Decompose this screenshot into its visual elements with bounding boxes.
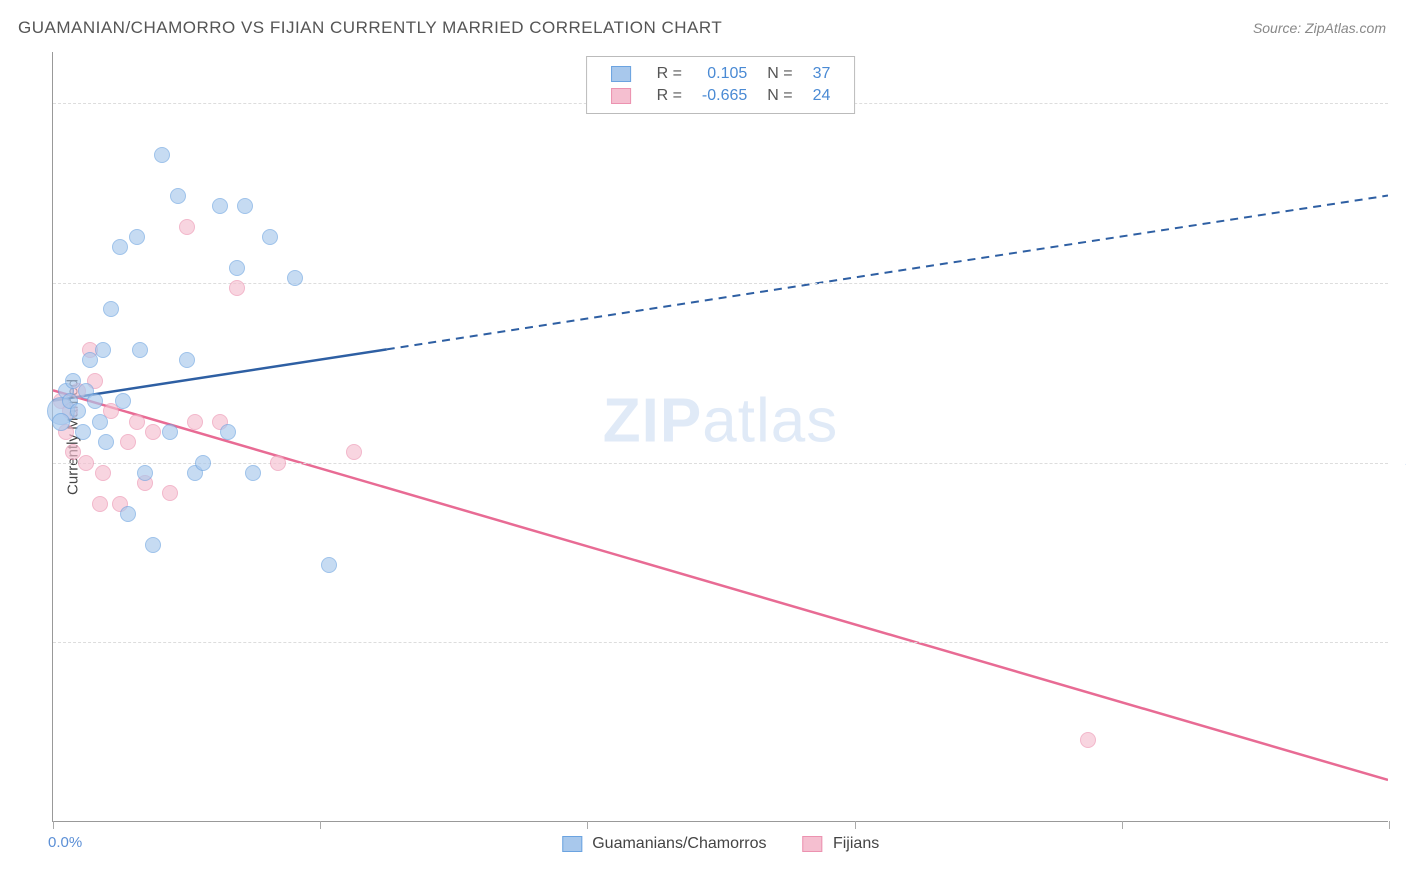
y-tick-label: 27.5%: [1393, 634, 1406, 651]
data-point-series1: [237, 198, 253, 214]
data-point-series1: [179, 352, 195, 368]
legend-series: Guamanians/Chamorros Fijians: [544, 835, 897, 853]
data-point-series1: [120, 506, 136, 522]
r-label: R =: [647, 63, 692, 85]
x-tick: [855, 821, 856, 829]
data-point-series2: [129, 414, 145, 430]
data-point-series1: [220, 424, 236, 440]
data-point-series2: [162, 485, 178, 501]
data-point-series1: [245, 465, 261, 481]
legend-stats: R =0.105N =37R =-0.665N =24: [586, 56, 856, 114]
r-value: 0.105: [692, 63, 757, 85]
data-point-series1: [129, 229, 145, 245]
data-point-series1: [95, 342, 111, 358]
data-point-series1: [170, 188, 186, 204]
data-point-series2: [229, 280, 245, 296]
legend-swatch: [611, 66, 631, 82]
legend-stat-row: R =-0.665N =24: [601, 85, 841, 107]
data-point-series1: [115, 393, 131, 409]
x-tick: [587, 821, 588, 829]
data-point-series2: [270, 455, 286, 471]
legend-item: Fijians: [803, 835, 880, 853]
data-point-series2: [187, 414, 203, 430]
r-value: -0.665: [692, 85, 757, 107]
x-tick: [320, 821, 321, 829]
data-point-series2: [145, 424, 161, 440]
data-point-series2: [95, 465, 111, 481]
legend-stat-row: R =0.105N =37: [601, 63, 841, 85]
data-point-series1: [98, 434, 114, 450]
gridline: [53, 463, 1388, 464]
x-axis-min-label: 0.0%: [48, 834, 82, 851]
y-tick-label: 80.0%: [1393, 95, 1406, 112]
data-point-series1: [262, 229, 278, 245]
data-point-series1: [132, 342, 148, 358]
data-point-series1: [321, 557, 337, 573]
data-point-series2: [346, 444, 362, 460]
n-label: N =: [757, 85, 802, 107]
legend-swatch: [562, 836, 582, 852]
n-value: 24: [803, 85, 841, 107]
y-tick-label: 45.0%: [1393, 454, 1406, 471]
watermark: ZIPatlas: [603, 386, 838, 457]
data-point-series2: [120, 434, 136, 450]
data-point-series1: [70, 403, 86, 419]
chart-container: GUAMANIAN/CHAMORRO VS FIJIAN CURRENTLY M…: [0, 0, 1406, 892]
data-point-series1: [145, 537, 161, 553]
data-point-series2: [92, 496, 108, 512]
y-tick-label: 62.5%: [1393, 275, 1406, 292]
data-point-series2: [78, 455, 94, 471]
trend-lines: [53, 52, 1388, 821]
data-point-series1: [229, 260, 245, 276]
data-point-series1: [137, 465, 153, 481]
data-point-series2: [1080, 732, 1096, 748]
data-point-series2: [179, 219, 195, 235]
data-point-series1: [162, 424, 178, 440]
data-point-series1: [82, 352, 98, 368]
data-point-series1: [212, 198, 228, 214]
data-point-series1: [195, 455, 211, 471]
data-point-series1: [112, 239, 128, 255]
x-tick: [1389, 821, 1390, 829]
legend-swatch: [803, 836, 823, 852]
data-point-series1: [287, 270, 303, 286]
data-point-series1: [154, 147, 170, 163]
data-point-series1: [87, 393, 103, 409]
x-tick: [1122, 821, 1123, 829]
plot-area: ZIPatlas R =0.105N =37R =-0.665N =24 Cur…: [52, 52, 1388, 822]
n-value: 37: [803, 63, 841, 85]
x-tick: [53, 821, 54, 829]
source-attribution: Source: ZipAtlas.com: [1253, 20, 1386, 36]
data-point-series1: [52, 413, 70, 431]
gridline: [53, 283, 1388, 284]
data-point-series1: [103, 301, 119, 317]
data-point-series1: [75, 424, 91, 440]
legend-item: Guamanians/Chamorros: [562, 835, 767, 853]
data-point-series1: [92, 414, 108, 430]
n-label: N =: [757, 63, 802, 85]
chart-title: GUAMANIAN/CHAMORRO VS FIJIAN CURRENTLY M…: [18, 18, 722, 38]
gridline: [53, 642, 1388, 643]
legend-swatch: [611, 88, 631, 104]
r-label: R =: [647, 85, 692, 107]
